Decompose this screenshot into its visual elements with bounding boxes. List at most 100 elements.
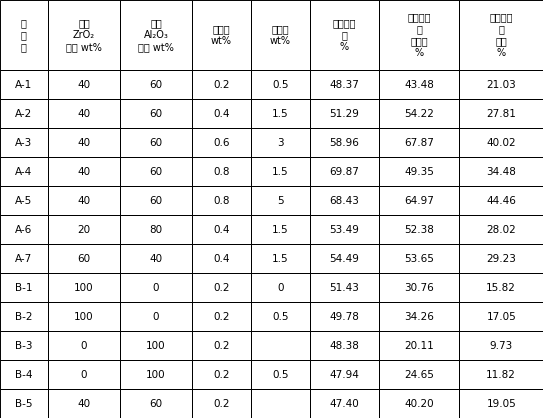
- Bar: [251, 360, 310, 389]
- Text: 40.02: 40.02: [487, 138, 516, 148]
- Text: 51.43: 51.43: [329, 283, 359, 293]
- Bar: [459, 99, 543, 128]
- Text: 5: 5: [277, 196, 283, 206]
- Bar: [459, 186, 543, 215]
- Bar: [0, 244, 48, 273]
- Text: 47.94: 47.94: [329, 370, 359, 380]
- Bar: [251, 215, 310, 244]
- Text: 催
化
剂: 催 化 剂: [21, 18, 27, 52]
- Bar: [459, 389, 543, 418]
- Bar: [310, 70, 379, 99]
- Bar: [48, 331, 120, 360]
- Bar: [48, 389, 120, 418]
- Text: 钯含量
wt%: 钯含量 wt%: [211, 24, 232, 46]
- Bar: [251, 128, 310, 157]
- Bar: [251, 186, 310, 215]
- Text: 0: 0: [277, 283, 283, 293]
- Text: 60: 60: [149, 398, 163, 408]
- Bar: [251, 244, 310, 273]
- Bar: [192, 128, 251, 157]
- Text: 丙酮转化
率
%: 丙酮转化 率 %: [332, 18, 356, 52]
- Text: 47.40: 47.40: [330, 398, 359, 408]
- Bar: [310, 360, 379, 389]
- Text: 100: 100: [146, 370, 166, 380]
- Bar: [251, 157, 310, 186]
- Bar: [310, 389, 379, 418]
- Text: 载体
Al₂O₃
含量 wt%: 载体 Al₂O₃ 含量 wt%: [138, 18, 174, 52]
- Bar: [379, 302, 459, 331]
- Bar: [251, 302, 310, 331]
- Text: 0: 0: [153, 311, 159, 321]
- Bar: [379, 360, 459, 389]
- Bar: [379, 0, 459, 70]
- Bar: [379, 331, 459, 360]
- Text: 0.2: 0.2: [213, 311, 230, 321]
- Text: A-4: A-4: [15, 167, 33, 177]
- Text: 64.97: 64.97: [404, 196, 434, 206]
- Bar: [379, 157, 459, 186]
- Bar: [379, 244, 459, 273]
- Bar: [120, 0, 192, 70]
- Bar: [379, 99, 459, 128]
- Bar: [459, 70, 543, 99]
- Text: A-6: A-6: [15, 224, 33, 234]
- Text: 53.65: 53.65: [404, 254, 434, 264]
- Bar: [0, 70, 48, 99]
- Text: 30.76: 30.76: [405, 283, 434, 293]
- Text: 1.5: 1.5: [272, 167, 288, 177]
- Text: 49.78: 49.78: [329, 311, 359, 321]
- Text: 40: 40: [149, 254, 163, 264]
- Bar: [379, 70, 459, 99]
- Text: 0.2: 0.2: [213, 370, 230, 380]
- Bar: [48, 273, 120, 302]
- Bar: [192, 0, 251, 70]
- Text: 0.5: 0.5: [272, 370, 288, 380]
- Text: 19.05: 19.05: [487, 398, 516, 408]
- Bar: [0, 99, 48, 128]
- Bar: [310, 273, 379, 302]
- Text: 0.6: 0.6: [213, 138, 230, 148]
- Text: 1.5: 1.5: [272, 254, 288, 264]
- Text: 0: 0: [81, 341, 87, 351]
- Bar: [251, 389, 310, 418]
- Bar: [192, 157, 251, 186]
- Text: 52.38: 52.38: [404, 224, 434, 234]
- Text: 40: 40: [77, 109, 91, 119]
- Bar: [459, 128, 543, 157]
- Bar: [310, 99, 379, 128]
- Text: 100: 100: [146, 341, 166, 351]
- Bar: [192, 389, 251, 418]
- Text: B-4: B-4: [15, 370, 33, 380]
- Text: A-2: A-2: [15, 109, 33, 119]
- Bar: [379, 273, 459, 302]
- Text: B-2: B-2: [15, 311, 33, 321]
- Text: 48.38: 48.38: [329, 341, 359, 351]
- Bar: [310, 302, 379, 331]
- Text: A-1: A-1: [15, 80, 33, 90]
- Text: 1.5: 1.5: [272, 224, 288, 234]
- Text: 58.96: 58.96: [329, 138, 359, 148]
- Bar: [459, 157, 543, 186]
- Text: 20: 20: [77, 224, 91, 234]
- Bar: [48, 360, 120, 389]
- Text: 40: 40: [77, 398, 91, 408]
- Bar: [310, 244, 379, 273]
- Bar: [379, 128, 459, 157]
- Bar: [459, 331, 543, 360]
- Bar: [379, 215, 459, 244]
- Text: 1.5: 1.5: [272, 109, 288, 119]
- Text: 43.48: 43.48: [404, 80, 434, 90]
- Text: 0.8: 0.8: [213, 196, 230, 206]
- Text: 80: 80: [149, 224, 163, 234]
- Bar: [48, 70, 120, 99]
- Bar: [459, 302, 543, 331]
- Text: 60: 60: [149, 80, 163, 90]
- Bar: [459, 215, 543, 244]
- Bar: [120, 215, 192, 244]
- Bar: [0, 215, 48, 244]
- Text: 54.49: 54.49: [329, 254, 359, 264]
- Text: 40: 40: [77, 196, 91, 206]
- Bar: [0, 302, 48, 331]
- Text: 9.73: 9.73: [490, 341, 513, 351]
- Text: 40.20: 40.20: [405, 398, 434, 408]
